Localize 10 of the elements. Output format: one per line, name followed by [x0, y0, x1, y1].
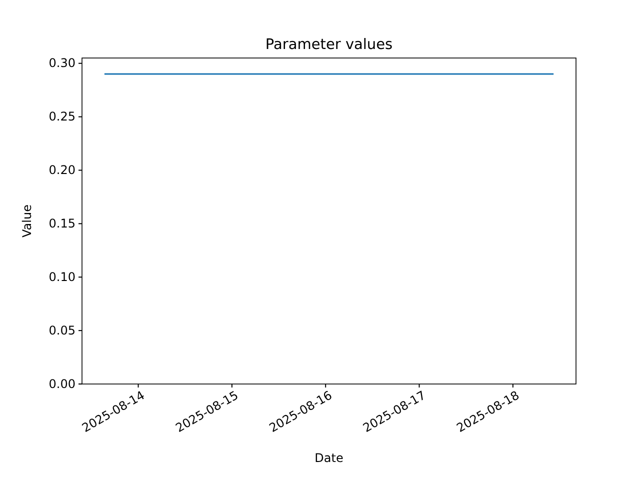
y-tick-label: 0.10 [48, 270, 76, 284]
y-tick-label: 0.15 [48, 216, 76, 231]
chart-title: Parameter values [265, 37, 393, 53]
y-tick-label: 0.00 [48, 376, 76, 391]
y-tick-label: 0.25 [48, 110, 76, 124]
y-tick-label: 0.05 [48, 323, 76, 338]
y-axis-title: Value [20, 204, 34, 238]
y-tick-label: 0.30 [48, 56, 76, 70]
y-tick-label: 0.20 [48, 163, 76, 178]
x-axis-title: Date [314, 451, 344, 465]
